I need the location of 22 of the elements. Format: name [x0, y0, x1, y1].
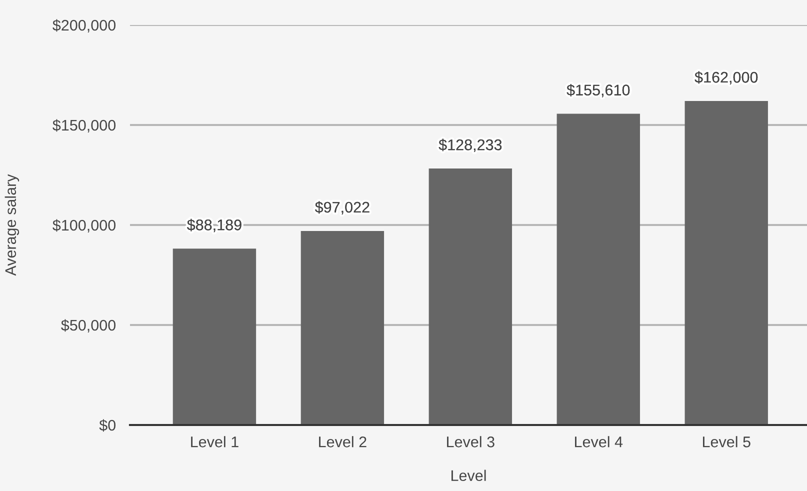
- x-axis-title: Level: [451, 470, 486, 482]
- bar: [172, 248, 256, 425]
- y-tick-label: $200,000: [52, 19, 116, 32]
- bar: [684, 101, 768, 425]
- y-axis-title: Average salary: [4, 174, 20, 276]
- bar: [556, 114, 640, 425]
- bar: [428, 168, 512, 425]
- y-tick-label: $0: [99, 419, 116, 432]
- data-label: $88,189: [187, 218, 242, 232]
- x-tick-label: Level 2: [319, 436, 366, 448]
- y-tick-label: $150,000: [52, 119, 116, 132]
- y-tick-label: $100,000: [52, 219, 116, 232]
- data-label: $162,000: [694, 71, 758, 85]
- bar: [300, 230, 384, 425]
- x-tick-label: Level 1: [191, 436, 238, 448]
- y-tick-label: $50,000: [61, 319, 116, 332]
- x-tick-label: Level 3: [447, 436, 494, 448]
- x-tick-label: Level 5: [702, 436, 750, 448]
- data-label: $97,022: [314, 201, 370, 214]
- data-label: $155,610: [566, 84, 630, 98]
- data-label: $128,233: [438, 138, 502, 152]
- x-tick-label: Level 4: [575, 436, 623, 448]
